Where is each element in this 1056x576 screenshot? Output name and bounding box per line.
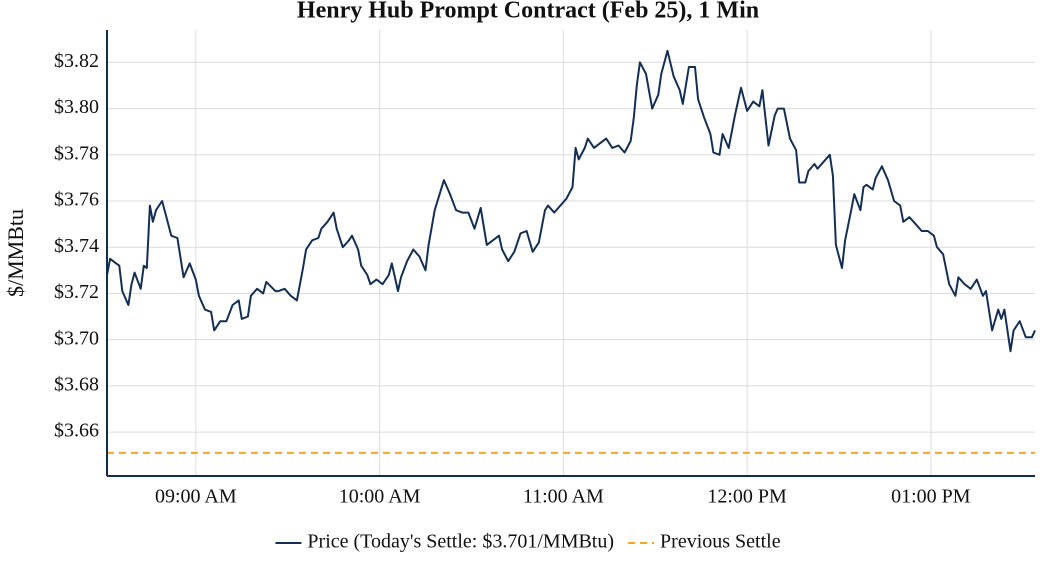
y-tick-label: $3.74	[54, 235, 99, 257]
y-axis-label: $/MMBtu	[3, 209, 28, 297]
y-tick-label: $3.70	[54, 327, 99, 349]
x-tick-label: 09:00 AM	[155, 486, 237, 508]
y-tick-label: $3.68	[54, 373, 99, 395]
y-tick-label: $3.80	[54, 96, 99, 118]
chart-title: Henry Hub Prompt Contract (Feb 25), 1 Mi…	[297, 0, 759, 24]
price-line	[106, 49, 1036, 353]
x-tick-label: 12:00 PM	[707, 486, 787, 508]
x-tick-label: 10:00 AM	[339, 486, 421, 508]
y-tick-label: $3.72	[54, 281, 99, 303]
y-tick-label: $3.78	[54, 142, 99, 164]
legend-label: Previous Settle	[660, 531, 781, 553]
x-tick-label: 11:00 AM	[523, 486, 604, 508]
y-tick-label: $3.76	[54, 189, 99, 211]
x-tick-label: 01:00 PM	[891, 486, 971, 508]
y-tick-label: $3.82	[54, 50, 99, 72]
legend-label: Price (Today's Settle: $3.701/MMBtu)	[307, 531, 614, 553]
y-tick-label: $3.66	[54, 420, 99, 442]
